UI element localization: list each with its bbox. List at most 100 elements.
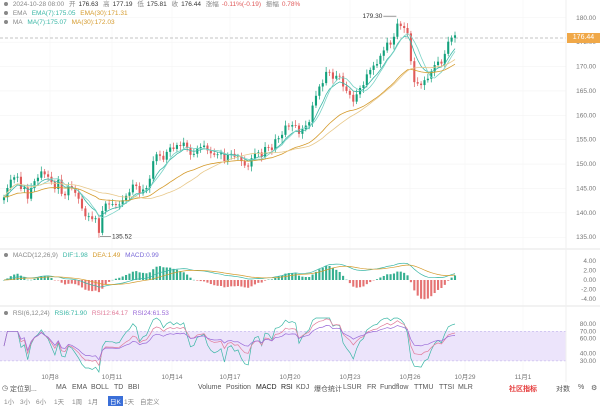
candle[interactable]	[132, 185, 134, 193]
indicator-mlr-button[interactable]: MLR	[458, 384, 473, 391]
candle[interactable]	[393, 37, 395, 45]
candle[interactable]	[267, 147, 269, 148]
candle[interactable]	[312, 106, 314, 123]
indicator-macd-button[interactable]: MACD	[256, 384, 277, 391]
ma-legend[interactable]: MA MA(7):175.07 MA(30):172.03	[4, 19, 118, 27]
indicator-ttsi-button[interactable]: TTSI	[439, 384, 454, 391]
candle[interactable]	[295, 125, 297, 126]
candle[interactable]	[67, 186, 69, 195]
candle[interactable]	[81, 199, 83, 209]
candle[interactable]	[139, 186, 141, 193]
candle[interactable]	[13, 177, 15, 179]
indicator--button[interactable]: 爆仓统计	[314, 384, 342, 394]
candle[interactable]	[383, 50, 385, 55]
candle[interactable]	[356, 94, 358, 101]
indicator-ema-button[interactable]: EMA	[72, 384, 87, 391]
candle[interactable]	[98, 218, 100, 233]
candle[interactable]	[447, 42, 449, 54]
candle[interactable]	[315, 96, 317, 106]
candle[interactable]	[440, 62, 442, 64]
clock-icon[interactable]: ◷	[2, 384, 8, 392]
candle[interactable]	[108, 204, 110, 205]
candle[interactable]	[193, 154, 195, 155]
candle[interactable]	[335, 76, 337, 79]
interval-button[interactable]: 1周	[72, 396, 82, 406]
interval-button[interactable]: 1天	[54, 396, 64, 406]
indicator-position-button[interactable]: Position	[226, 384, 251, 391]
candle[interactable]	[345, 87, 347, 91]
candle[interactable]	[325, 72, 327, 83]
candle[interactable]	[271, 147, 273, 149]
candle[interactable]	[379, 56, 381, 64]
interval-button[interactable]: 自定义	[140, 396, 160, 406]
indicator-fr-button[interactable]: FR	[367, 384, 376, 391]
locate-button[interactable]: 定位到...	[10, 384, 37, 394]
candle[interactable]	[413, 61, 415, 82]
candle[interactable]	[437, 62, 439, 65]
interval-button[interactable]: 日K	[108, 396, 123, 406]
candle[interactable]	[423, 80, 425, 85]
candle[interactable]	[152, 161, 154, 179]
candle[interactable]	[339, 76, 341, 77]
candle[interactable]	[322, 83, 324, 86]
candle[interactable]	[88, 216, 90, 217]
macd-legend[interactable]: MACD(12,26,9) DIF:1.98 DEA:1.49 MACD:0.9…	[4, 252, 162, 260]
interval-button[interactable]: 1小	[4, 396, 14, 406]
indicator-fundflow-button[interactable]: Fundflow	[380, 384, 408, 391]
candle[interactable]	[203, 146, 205, 147]
candle[interactable]	[40, 171, 42, 177]
candle[interactable]	[386, 43, 388, 51]
candle[interactable]	[172, 147, 174, 148]
macd-panel[interactable]: 4.002.000.00-2.00-4.00	[3, 258, 596, 303]
candle[interactable]	[376, 64, 378, 65]
rsi-toggle-icon[interactable]	[4, 311, 8, 315]
candle[interactable]	[30, 188, 32, 199]
candle[interactable]	[328, 72, 330, 73]
candle[interactable]	[390, 43, 392, 45]
candle[interactable]	[44, 171, 46, 174]
candle[interactable]	[162, 156, 164, 160]
candle[interactable]	[291, 125, 293, 126]
ma-toggle-icon[interactable]	[4, 20, 8, 24]
candle[interactable]	[403, 26, 405, 28]
candle[interactable]	[454, 35, 456, 37]
percent-scale-button[interactable]: %	[578, 384, 584, 391]
indicator-bbi-button[interactable]: BBI	[128, 384, 139, 391]
candle[interactable]	[189, 148, 191, 155]
rsi-legend[interactable]: RSI(6,12,24) RSI6:71.90 RSI12:64.17 RSI2…	[4, 310, 172, 318]
interval-button[interactable]: 3小	[20, 396, 30, 406]
candle[interactable]	[281, 135, 283, 138]
candle[interactable]	[318, 87, 320, 96]
log-scale-button[interactable]: 对数	[556, 384, 570, 394]
candle[interactable]	[95, 218, 97, 219]
candle[interactable]	[125, 196, 127, 200]
candle[interactable]	[183, 143, 185, 146]
candle[interactable]	[217, 154, 219, 155]
interval-button[interactable]: 6小	[36, 396, 46, 406]
candle[interactable]	[47, 174, 49, 176]
indicator-volume-button[interactable]: Volume	[198, 384, 221, 391]
candle[interactable]	[118, 205, 120, 206]
candle[interactable]	[179, 145, 181, 146]
indicator-ma-button[interactable]: MA	[56, 384, 67, 391]
candle[interactable]	[417, 82, 419, 83]
macd-toggle-icon[interactable]	[4, 253, 8, 257]
candle[interactable]	[420, 84, 422, 85]
candle[interactable]	[308, 122, 310, 125]
candle[interactable]	[176, 145, 178, 149]
interval-button[interactable]: 1月	[88, 396, 98, 406]
ema-toggle-icon[interactable]	[4, 11, 8, 15]
indicator-ttmu-button[interactable]: TTMU	[414, 384, 433, 391]
candle[interactable]	[369, 70, 371, 74]
candle[interactable]	[156, 154, 158, 161]
candle[interactable]	[20, 177, 22, 189]
indicator-lsur-button[interactable]: LSUR	[343, 384, 362, 391]
candle[interactable]	[332, 72, 334, 78]
candle[interactable]	[373, 66, 375, 70]
candle[interactable]	[91, 216, 93, 219]
candle[interactable]	[64, 194, 66, 195]
candle[interactable]	[169, 147, 171, 151]
candle[interactable]	[288, 126, 290, 127]
